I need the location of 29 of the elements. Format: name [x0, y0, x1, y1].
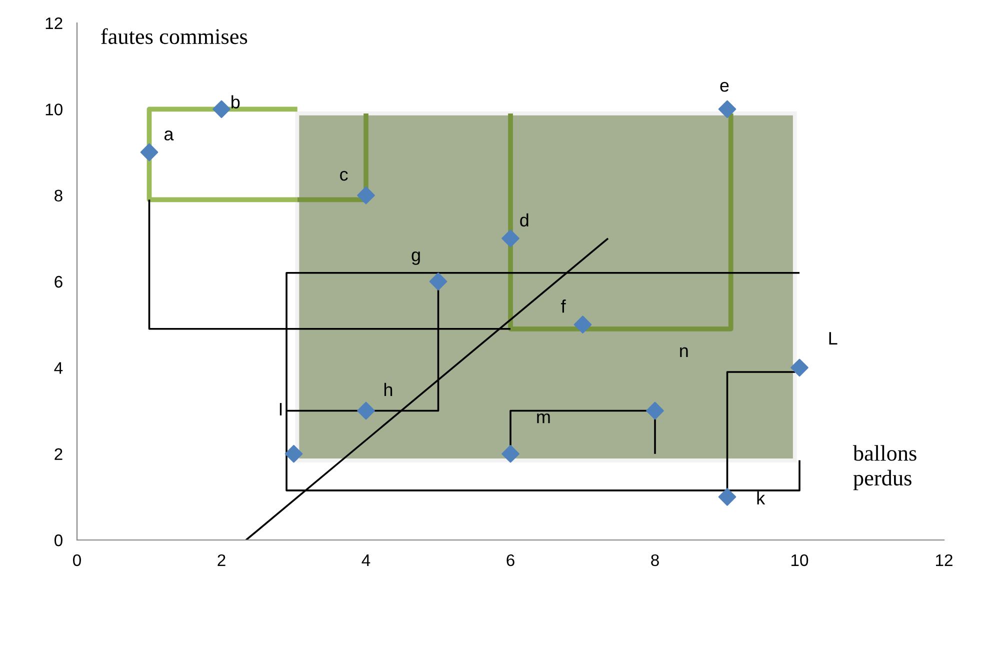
x-axis-title: ballons perdus — [852, 445, 916, 490]
y-tick-label: 12 — [46, 17, 62, 30]
data-label: f — [561, 300, 566, 313]
annotation: n — [680, 347, 688, 357]
data-label: c — [340, 170, 348, 181]
data-label: b — [232, 95, 240, 108]
data-label: e — [720, 82, 729, 92]
y-tick-label: 2 — [54, 448, 62, 460]
y-tick-label: 10 — [46, 104, 62, 116]
data-label: L — [829, 332, 838, 345]
x-tick-label: 4 — [362, 554, 370, 566]
y-tick-label: 8 — [54, 190, 62, 202]
x-tick-label: 10 — [792, 554, 808, 566]
x-tick-label: 6 — [506, 554, 514, 566]
data-label: h — [384, 382, 392, 396]
annotation: m — [537, 413, 550, 424]
y-tick-label: 6 — [54, 276, 62, 288]
data-label: k — [757, 491, 766, 504]
y-tick-label: 4 — [54, 362, 63, 374]
annotation: I — [280, 402, 282, 416]
data-label: g — [412, 251, 420, 265]
y-axis-title: fautes commises — [101, 28, 248, 44]
x-tick-label: 0 — [73, 554, 81, 566]
y-tick-label: 0 — [54, 534, 62, 546]
data-label: a — [164, 130, 174, 140]
data-label: d — [520, 213, 528, 227]
x-tick-label: 12 — [936, 554, 952, 566]
x-tick-label: 8 — [651, 554, 659, 566]
x-tick-label: 2 — [218, 554, 226, 566]
